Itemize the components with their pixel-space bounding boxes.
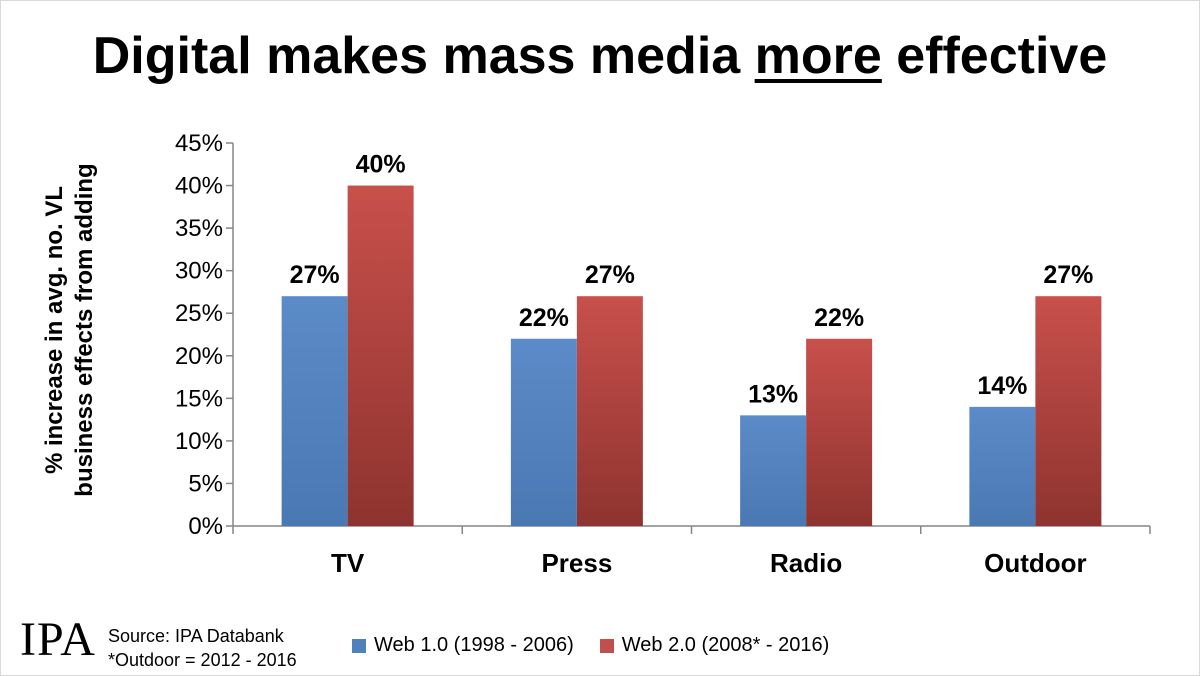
data-label: 27%	[1043, 261, 1093, 289]
y-tick-label: 10%	[175, 428, 223, 455]
legend-item-web1: Web 1.0 (1998 - 2006)	[352, 634, 574, 657]
y-tick-label: 30%	[175, 258, 223, 285]
source-line: Source: IPA Databank	[108, 626, 284, 646]
data-label: 13%	[748, 380, 798, 408]
bar	[806, 338, 873, 526]
y-tick-label: 40%	[175, 173, 223, 200]
x-category-label: Radio	[770, 548, 842, 578]
x-category-label: Outdoor	[984, 548, 1087, 578]
chart-title: Digital makes mass media more effective	[0, 26, 1200, 86]
data-label: 27%	[585, 261, 635, 289]
bar	[347, 185, 414, 527]
ipa-logo: IPA	[20, 613, 96, 666]
y-tick-label: 25%	[175, 300, 223, 327]
data-label: 27%	[290, 261, 340, 289]
legend-swatch-web1	[352, 638, 366, 653]
x-category-label: Press	[541, 548, 612, 578]
title-prefix: Digital makes mass media	[92, 27, 755, 85]
bar	[281, 296, 348, 526]
title-emphasis: more	[754, 27, 882, 85]
y-tick-label: 45%	[175, 130, 223, 157]
y-tick-label: 0%	[188, 513, 223, 540]
data-label: 22%	[814, 304, 864, 332]
title-suffix: effective	[881, 27, 1108, 85]
legend-label-web2: Web 2.0 (2008* - 2016)	[621, 634, 830, 656]
legend-item-web2: Web 2.0 (2008* - 2016)	[599, 634, 830, 657]
data-label: 22%	[519, 304, 569, 332]
bar	[969, 406, 1036, 526]
y-tick-label: 35%	[175, 215, 223, 242]
source-note: Source: IPA Databank *Outdoor = 2012 - 2…	[108, 624, 297, 672]
bar	[576, 296, 643, 526]
legend-swatch-web2	[599, 638, 614, 653]
legend: Web 1.0 (1998 - 2006) Web 2.0 (2008* - 2…	[352, 634, 855, 657]
outdoor-footnote: *Outdoor = 2012 - 2016	[108, 650, 297, 670]
bar	[740, 415, 807, 526]
bar	[510, 338, 577, 526]
y-tick-label: 5%	[188, 470, 223, 497]
legend-label-web1: Web 1.0 (1998 - 2006)	[374, 634, 574, 656]
y-tick-label: 15%	[175, 385, 223, 412]
data-label: 14%	[977, 372, 1027, 400]
y-tick-label: 20%	[175, 343, 223, 370]
data-label: 40%	[356, 151, 406, 179]
x-category-label: TV	[331, 548, 365, 578]
bar	[1035, 296, 1102, 526]
